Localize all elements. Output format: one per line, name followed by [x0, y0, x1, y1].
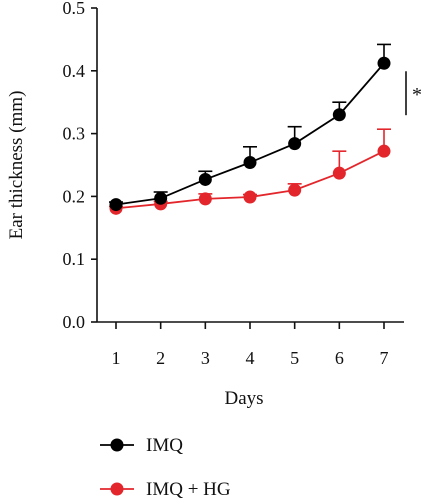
annotation-layer: * — [405, 71, 422, 116]
x-tick-label: 4 — [246, 348, 255, 368]
data-point — [198, 172, 212, 186]
legend-label: IMQ — [146, 435, 183, 456]
data-point — [243, 155, 257, 169]
data-point — [377, 56, 391, 70]
series-imq — [109, 43, 391, 212]
y-tick-label: 0.5 — [63, 0, 86, 18]
data-point — [288, 183, 302, 197]
legend: IMQ IMQ + HG — [100, 435, 231, 500]
legend-marker — [110, 482, 124, 496]
x-axis-title: Days — [224, 388, 263, 409]
series-layer — [109, 43, 391, 215]
x-tick-label: 6 — [335, 348, 344, 368]
y-tick-label: 0.1 — [63, 249, 86, 269]
data-point — [332, 166, 346, 180]
x-tick-label: 1 — [112, 348, 121, 368]
series-imq-hg — [109, 128, 391, 215]
significance-label: * — [412, 84, 422, 106]
x-axis-ticks: 1 2 3 4 5 6 7 — [112, 322, 389, 368]
x-tick-label: 7 — [380, 348, 389, 368]
y-tick-label: 0.2 — [63, 186, 86, 206]
y-tick-label: 0.3 — [63, 124, 86, 144]
x-tick-label: 5 — [290, 348, 299, 368]
legend-item: IMQ — [100, 435, 183, 456]
data-point — [198, 192, 212, 206]
y-tick-label: 0.4 — [63, 61, 86, 81]
data-point — [332, 108, 346, 122]
series-line — [115, 62, 385, 206]
x-tick-label: 2 — [156, 348, 165, 368]
data-point — [243, 190, 257, 204]
x-tick-label: 3 — [201, 348, 210, 368]
data-point — [154, 191, 168, 205]
y-axis-title: Ear thickness (mm) — [6, 91, 27, 240]
legend-item: IMQ + HG — [100, 479, 231, 500]
legend-label: IMQ + HG — [146, 479, 231, 500]
y-axis-ticks: 0.0 0.1 0.2 0.3 0.4 0.5 — [63, 0, 97, 332]
legend-marker — [110, 438, 124, 452]
y-tick-label: 0.0 — [63, 312, 86, 332]
data-point — [288, 137, 302, 151]
data-point — [377, 144, 391, 158]
data-point — [109, 198, 123, 212]
